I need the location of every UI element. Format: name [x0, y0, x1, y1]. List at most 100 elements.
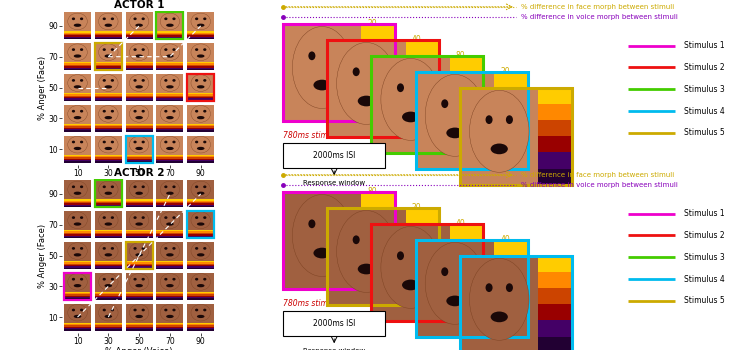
Bar [187, 328, 214, 329]
Bar [95, 327, 122, 328]
Ellipse shape [68, 136, 87, 153]
Ellipse shape [197, 54, 205, 58]
Ellipse shape [314, 80, 331, 90]
Ellipse shape [381, 226, 441, 308]
Bar [64, 34, 91, 35]
Bar [187, 261, 214, 262]
Ellipse shape [74, 315, 81, 318]
Bar [64, 69, 91, 70]
Bar [95, 156, 122, 157]
Bar [64, 273, 91, 292]
Ellipse shape [164, 247, 168, 250]
Bar [361, 224, 395, 240]
Ellipse shape [141, 186, 145, 188]
Bar [95, 273, 122, 300]
Bar [187, 74, 214, 101]
Bar [64, 94, 91, 96]
Bar [187, 124, 214, 125]
Ellipse shape [102, 216, 106, 219]
Ellipse shape [203, 141, 206, 144]
Ellipse shape [203, 48, 206, 51]
Bar [405, 256, 439, 273]
Bar [283, 24, 361, 121]
Bar [126, 68, 153, 69]
Text: % difference in face morph between stimuli: % difference in face morph between stimu… [520, 172, 674, 178]
Ellipse shape [99, 105, 118, 122]
Bar [156, 268, 183, 269]
Bar [64, 156, 91, 157]
Ellipse shape [72, 186, 75, 188]
Bar [95, 74, 122, 93]
Ellipse shape [166, 315, 174, 318]
Bar [126, 199, 153, 201]
Bar [126, 97, 153, 98]
Bar [156, 131, 183, 132]
Bar [156, 233, 183, 234]
Ellipse shape [166, 85, 174, 89]
Bar [64, 273, 91, 300]
Bar [126, 265, 153, 266]
Ellipse shape [129, 44, 149, 61]
Ellipse shape [160, 44, 180, 61]
Bar [187, 303, 214, 322]
Bar [187, 264, 214, 265]
Bar [95, 105, 122, 132]
Bar [187, 203, 214, 205]
Bar [64, 159, 91, 160]
Bar [64, 211, 91, 238]
Ellipse shape [197, 284, 205, 287]
Bar [327, 208, 439, 305]
Bar [95, 325, 122, 327]
Bar [538, 136, 572, 153]
Bar [494, 321, 528, 337]
Text: 80: 80 [368, 30, 377, 40]
Ellipse shape [172, 110, 176, 113]
Bar [95, 242, 122, 261]
Ellipse shape [195, 18, 199, 20]
Ellipse shape [80, 309, 83, 312]
Bar [126, 126, 153, 128]
Bar [187, 157, 214, 159]
Bar [361, 192, 395, 208]
Bar [126, 160, 153, 161]
Bar [95, 230, 122, 231]
Ellipse shape [74, 253, 81, 257]
Bar [156, 230, 183, 231]
Ellipse shape [195, 247, 199, 250]
Bar [126, 296, 153, 297]
Bar [156, 124, 183, 125]
Ellipse shape [135, 284, 143, 287]
Bar [156, 303, 183, 331]
Ellipse shape [141, 141, 145, 144]
Bar [95, 93, 122, 94]
Ellipse shape [191, 212, 211, 229]
Bar [126, 264, 153, 265]
Bar [126, 12, 153, 31]
Bar [95, 329, 122, 331]
Ellipse shape [72, 79, 75, 82]
Bar [126, 322, 153, 324]
Text: 40: 40 [500, 234, 510, 244]
Bar [156, 74, 183, 93]
Ellipse shape [80, 186, 83, 188]
Bar [187, 205, 214, 206]
Ellipse shape [111, 141, 114, 144]
Bar [95, 37, 122, 38]
Bar [156, 264, 183, 265]
Bar [450, 72, 484, 88]
Bar [187, 93, 214, 94]
Text: Response window: Response window [303, 348, 365, 350]
Bar [126, 94, 153, 96]
Ellipse shape [293, 27, 352, 108]
Text: % difference in voice morph between stimuli: % difference in voice morph between stim… [520, 14, 678, 20]
Bar [494, 272, 528, 288]
Bar [538, 153, 572, 169]
Bar [450, 104, 484, 120]
Bar [64, 31, 91, 33]
Bar [126, 303, 153, 322]
Bar [95, 66, 122, 68]
Bar [126, 65, 153, 66]
Bar [95, 43, 122, 70]
Bar [187, 43, 214, 62]
Ellipse shape [135, 222, 143, 226]
